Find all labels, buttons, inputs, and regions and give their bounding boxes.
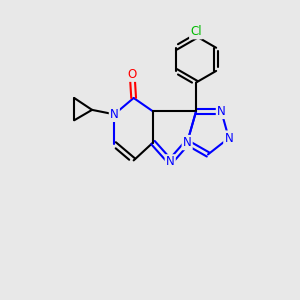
Text: N: N [217, 105, 226, 118]
Text: N: N [183, 136, 191, 149]
Text: O: O [128, 68, 137, 81]
Text: Cl: Cl [190, 25, 202, 38]
Text: N: N [110, 108, 119, 121]
Text: N: N [166, 155, 175, 168]
Text: N: N [224, 132, 233, 145]
